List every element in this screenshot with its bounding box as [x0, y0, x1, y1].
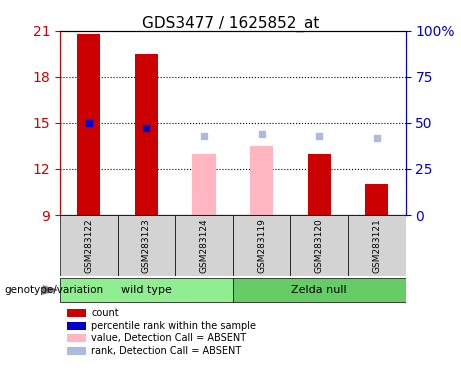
Text: genotype/variation: genotype/variation [5, 285, 104, 295]
FancyBboxPatch shape [118, 215, 175, 276]
Text: GSM283121: GSM283121 [372, 218, 381, 273]
Bar [67, 334, 86, 343]
FancyBboxPatch shape [348, 215, 406, 276]
Text: GDS3477 / 1625852_at: GDS3477 / 1625852_at [142, 15, 319, 31]
FancyBboxPatch shape [175, 215, 233, 276]
Text: value, Detection Call = ABSENT: value, Detection Call = ABSENT [91, 333, 246, 343]
Text: wild type: wild type [121, 285, 172, 295]
Text: GSM283120: GSM283120 [315, 218, 324, 273]
Polygon shape [43, 286, 57, 294]
FancyBboxPatch shape [60, 215, 118, 276]
FancyBboxPatch shape [60, 278, 233, 302]
Bar [365, 184, 388, 215]
FancyBboxPatch shape [290, 215, 348, 276]
Bar [77, 34, 100, 215]
Bar [250, 146, 273, 215]
Text: rank, Detection Call = ABSENT: rank, Detection Call = ABSENT [91, 346, 241, 356]
Text: GSM283123: GSM283123 [142, 218, 151, 273]
Text: percentile rank within the sample: percentile rank within the sample [91, 321, 256, 331]
Bar [67, 310, 86, 318]
Text: count: count [91, 308, 118, 318]
Text: GSM283122: GSM283122 [84, 218, 93, 273]
Bar [135, 54, 158, 215]
FancyBboxPatch shape [233, 278, 406, 302]
Bar [67, 322, 86, 330]
FancyBboxPatch shape [233, 215, 290, 276]
Text: GSM283124: GSM283124 [200, 218, 208, 273]
Bar [308, 154, 331, 215]
Text: Zelda null: Zelda null [291, 285, 347, 295]
Bar [193, 154, 216, 215]
Text: GSM283119: GSM283119 [257, 218, 266, 273]
Bar [67, 347, 86, 355]
